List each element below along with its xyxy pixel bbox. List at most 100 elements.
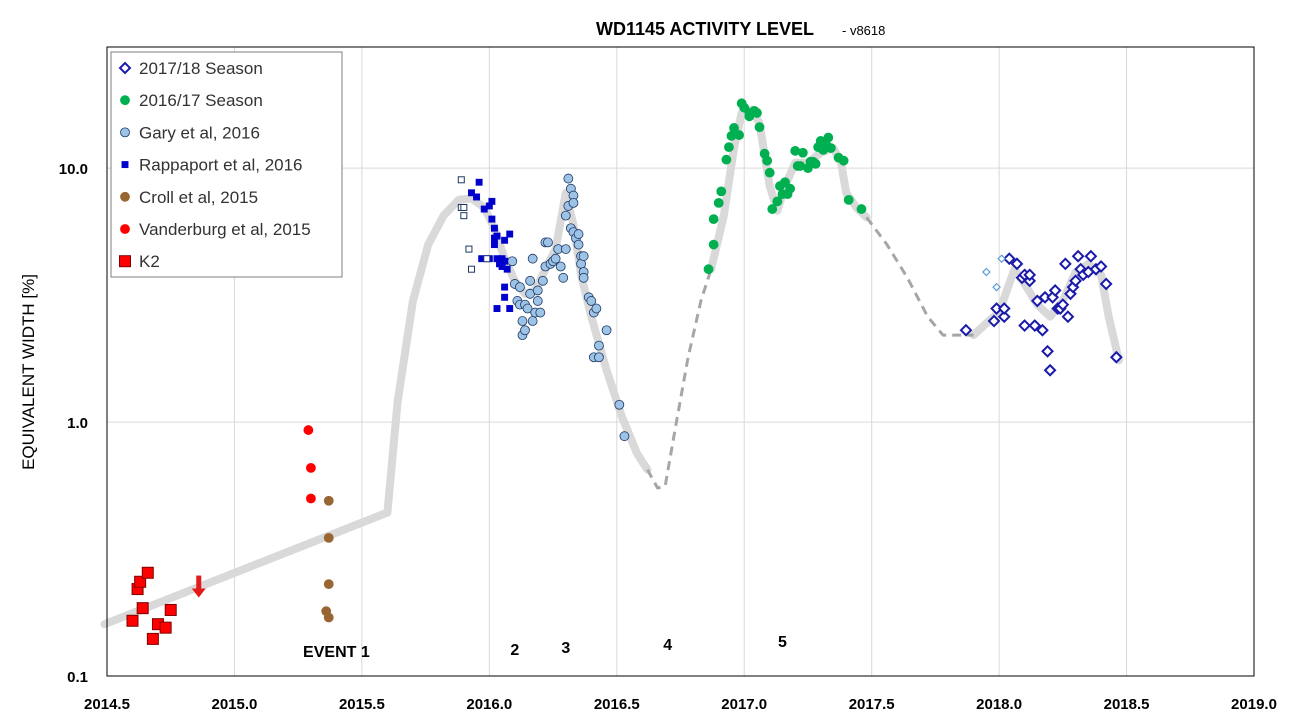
data-point [537,275,548,286]
data-point [754,122,765,133]
x-tick-label: 2015.0 [211,696,257,713]
data-point [752,108,762,118]
data-point [568,197,579,208]
data-point [586,296,597,306]
legend-entry: K2 [119,252,160,271]
data-point [1061,310,1075,324]
data-point [810,158,821,169]
legend: 2017/18 Season 2016/17 Season Gary et al, … [110,51,343,278]
data-points [126,98,1123,645]
data-point [772,196,783,207]
data-point [543,237,553,248]
data-point [601,325,612,336]
event-label: 2 [510,642,519,659]
data-point [503,265,511,273]
data-point [126,614,139,627]
data-point [997,310,1011,324]
data-point [734,130,745,140]
data-point [959,323,973,337]
y-tick-label: 10.0 [59,161,88,178]
legend-label: 2016/17 Season [139,91,263,110]
data-point [506,305,514,312]
legend-marker [118,61,132,75]
legend-marker [121,161,129,169]
data-point [997,254,1007,264]
legend-marker [120,127,130,138]
data-point [134,575,147,588]
x-tick-label: 2014.5 [84,696,130,713]
data-point [578,251,589,262]
data-point [594,340,604,351]
data-point [843,194,854,205]
trend-line-dashed [646,268,713,490]
data-point [614,399,625,410]
data-point [515,282,525,293]
event-label: 4 [663,637,672,654]
data-point [457,176,465,184]
legend-label: Gary et al, 2016 [139,123,260,142]
data-point [525,275,536,286]
data-point [1043,363,1057,377]
data-point [785,183,796,194]
event-annotations: EVENT 1 2 3 4 5 [303,634,787,661]
data-point [527,316,538,326]
legend-entry: 2016/17 Season [120,91,263,110]
data-point [578,272,589,283]
data-point [992,282,1001,292]
data-point [535,307,546,318]
data-point [716,186,727,197]
data-point [501,283,509,291]
x-tick-label: 2016.0 [466,696,512,713]
x-tick-label: 2018.5 [1104,696,1150,713]
data-point [1041,344,1054,358]
data-point [490,241,498,249]
legend-marker [120,95,130,106]
data-point [1071,249,1085,263]
data-point [467,265,475,273]
data-point [141,566,154,579]
data-point [306,493,316,504]
legend-label: K2 [139,252,160,271]
data-point [1002,252,1016,266]
data-point [493,255,501,263]
legend-entry: Croll et al, 2015 [120,188,258,207]
data-point [594,352,604,363]
legend-label: Rappaport et al, 2016 [139,156,303,175]
data-point [703,264,714,275]
data-point [323,579,334,590]
data-point [501,293,509,301]
data-point [517,316,528,326]
x-tick-label: 2017.5 [849,696,895,713]
data-point [1010,257,1024,271]
data-point [323,495,334,506]
data-point [136,602,149,615]
data-point [856,204,867,214]
data-point [573,229,584,239]
data-point [825,143,836,153]
data-point [1069,274,1082,288]
data-point [488,215,496,223]
legend-marker [119,255,131,268]
data-point [532,296,543,306]
data-point [460,212,468,220]
data-point [460,203,468,211]
data-point [488,197,496,205]
data-point [764,167,775,178]
data-point [708,214,719,225]
event-label: 5 [778,634,787,651]
arrow-shaft [196,575,202,590]
event-label: 3 [561,640,570,657]
legend-label: 2017/18 Season [139,59,263,78]
upper-limit-arrow [191,575,206,598]
data-point [619,431,630,442]
data-point [724,142,734,153]
data-point [483,255,491,263]
trend-line [969,259,1123,365]
data-point [1084,249,1098,263]
data-point [522,303,533,314]
data-point [493,305,501,312]
data-point [780,177,790,188]
data-point [501,257,509,265]
data-point [1023,268,1037,282]
